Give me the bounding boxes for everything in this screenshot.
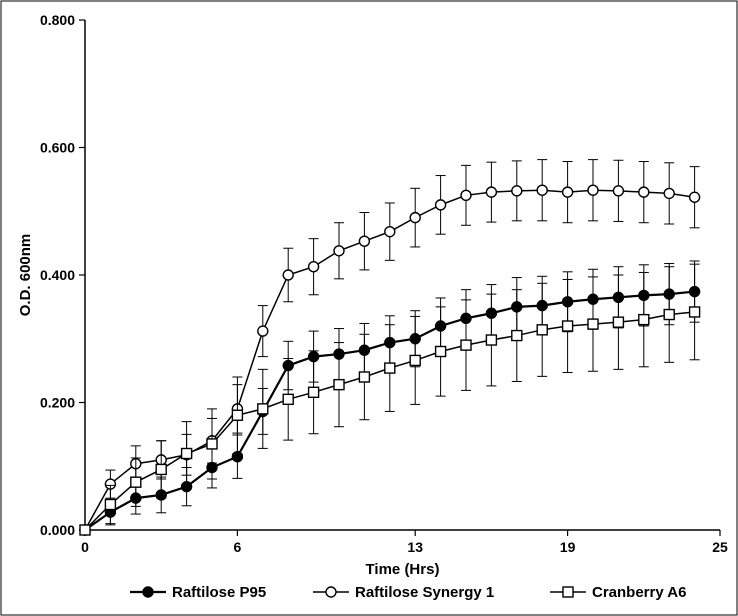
- y-tick-label: 0.000: [40, 522, 75, 538]
- legend-item-label: Raftilose P95: [172, 584, 266, 601]
- y-axis-label: O.D. 600nm: [17, 234, 34, 317]
- y-tick-label: 0.400: [40, 267, 75, 283]
- x-tick-label: 25: [712, 539, 728, 555]
- chart-container: 0.000 0.200 0.400 0.600 0.800 0 6 13 19 25 O.D. 60…: [0, 0, 738, 616]
- y-tick-label: 0.200: [40, 395, 75, 411]
- y-tick-label: 0.800: [40, 12, 75, 28]
- legend: Raftilose P95 Raftilose Synergy 1 Cranberr…: [130, 584, 686, 601]
- y-tick-label: 0.600: [40, 140, 75, 156]
- x-axis-label: Time (Hrs): [366, 561, 440, 578]
- legend-item-label: Cranberry A6: [592, 584, 686, 601]
- x-tick-label: 13: [407, 539, 423, 555]
- x-tick-label: 0: [81, 539, 89, 555]
- x-tick-label: 6: [234, 539, 242, 555]
- x-tick-label: 19: [560, 539, 576, 555]
- growth-chart: 0.000 0.200 0.400 0.600 0.800 0 6 13 19 25 O.D. 60…: [0, 0, 738, 616]
- legend-item-label: Raftilose Synergy 1: [355, 584, 494, 601]
